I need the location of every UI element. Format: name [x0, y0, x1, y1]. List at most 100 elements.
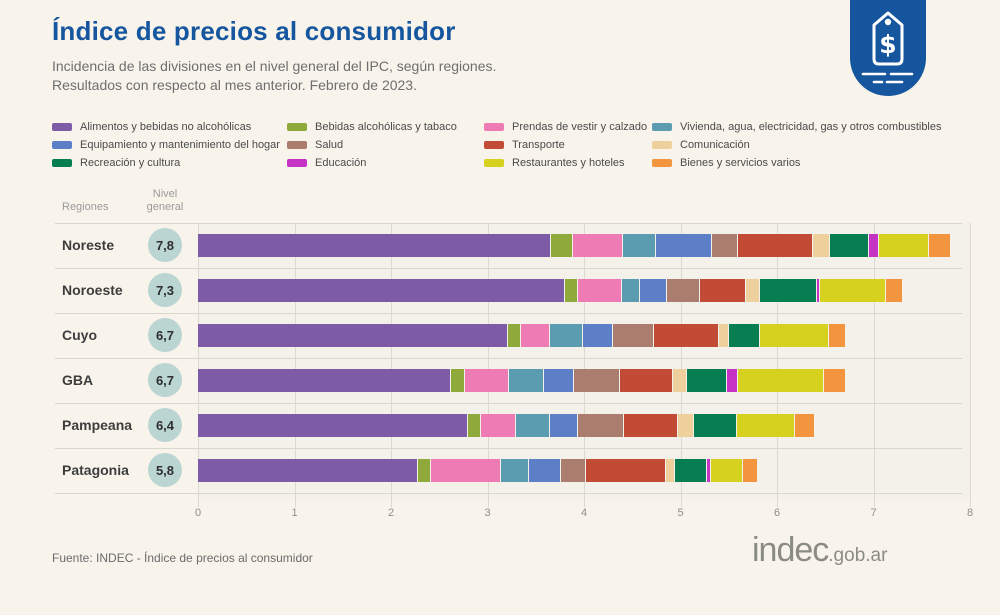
bar-segment-salud — [578, 414, 623, 437]
legend-item-prendas: Prendas de vestir y calzado — [484, 118, 652, 136]
bar-segment-equipamiento — [656, 234, 711, 257]
x-tick-label-1: 1 — [291, 507, 298, 519]
bar-segment-restaurantes — [737, 414, 794, 437]
legend-item-recreacion: Recreación y cultura — [52, 154, 287, 172]
bar-segment-bienes — [829, 324, 845, 347]
legend-swatch-transporte — [484, 141, 504, 149]
page-title: Índice de precios al consumidor — [52, 16, 456, 46]
subtitle-line-1: Incidencia de las divisiones en el nivel… — [52, 58, 497, 74]
legend-item-bienes: Bienes y servicios varios — [652, 154, 962, 172]
legend-swatch-recreacion — [52, 159, 72, 167]
indec-wordmark: indec.gob.ar — [752, 531, 887, 570]
x-tick-label-3: 3 — [484, 507, 491, 519]
legend-label-restaurantes: Restaurantes y hoteles — [512, 157, 625, 169]
legend-item-alimentos: Alimentos y bebidas no alcohólicas — [52, 118, 287, 136]
nivel-general-badge: 7,3 — [148, 273, 182, 307]
level-column-header: Nivel general — [138, 188, 192, 214]
legend-item-equipamiento: Equipamiento y mantenimiento del hogar — [52, 136, 287, 154]
bar-segment-bebidas-alc — [418, 459, 430, 482]
legend-swatch-comunicacion — [652, 141, 672, 149]
nivel-general-badge: 5,8 — [148, 453, 182, 487]
nivel-general-badge: 7,8 — [148, 228, 182, 262]
region-row-gba: GBA 6,7 — [0, 358, 1000, 403]
region-row-cuyo: Cuyo 6,7 — [0, 313, 1000, 358]
row-separator — [55, 268, 962, 269]
legend-label-comunicacion: Comunicación — [680, 139, 750, 151]
bar-segment-salud — [712, 234, 737, 257]
price-tag-icon: $ — [861, 11, 914, 84]
legend-item-restaurantes: Restaurantes y hoteles — [484, 154, 652, 172]
bar-segment-bienes — [795, 414, 814, 437]
bar-segment-alimentos — [198, 234, 550, 257]
bar-segment-vivienda — [509, 369, 543, 392]
legend-item-bebidas-alc: Bebidas alcohólicas y tabaco — [287, 118, 484, 136]
legend-swatch-restaurantes — [484, 159, 504, 167]
bar-segment-educacion — [869, 234, 878, 257]
legend-swatch-alimentos — [52, 123, 72, 131]
bar-segment-restaurantes — [711, 459, 742, 482]
bar-segment-salud — [613, 324, 653, 347]
bar-segment-bienes — [743, 459, 757, 482]
bar-segment-transporte — [586, 459, 665, 482]
indec-logo-badge: $ — [850, 0, 926, 96]
region-label: Noroeste — [62, 282, 123, 298]
region-label: Pampeana — [62, 417, 133, 433]
bar-segment-prendas — [573, 234, 622, 257]
regions-column-header: Regiones — [62, 201, 109, 213]
legend-swatch-vivienda — [652, 123, 672, 131]
bar-segment-comunicacion — [746, 279, 759, 302]
x-tick-label-6: 6 — [773, 507, 781, 519]
legend-swatch-educacion — [287, 159, 307, 167]
region-label: Patagonia — [62, 462, 129, 478]
region-row-noreste: Noreste 7,8 — [0, 223, 1000, 268]
source-note: Fuente: INDEC - Índice de precios al con… — [52, 551, 313, 565]
bar-segment-recreacion — [830, 234, 868, 257]
legend-label-transporte: Transporte — [512, 139, 565, 151]
bar-segment-comunicacion — [666, 459, 674, 482]
bar-segment-equipamiento — [544, 369, 573, 392]
bar-segment-equipamiento — [550, 414, 577, 437]
legend-swatch-bienes — [652, 159, 672, 167]
bar-segment-restaurantes — [760, 324, 828, 347]
bar-segment-equipamiento — [640, 279, 666, 302]
gridline-2 — [391, 223, 392, 507]
bar-segment-prendas — [431, 459, 500, 482]
bar-segment-restaurantes — [879, 234, 928, 257]
bar-segment-salud — [561, 459, 585, 482]
nivel-general-badge: 6,7 — [148, 318, 182, 352]
bar-segment-vivienda — [501, 459, 528, 482]
region-row-noroeste: Noroeste 7,3 — [0, 268, 1000, 313]
stacked-bar — [198, 369, 845, 392]
bar-segment-recreacion — [675, 459, 706, 482]
row-separator — [55, 358, 962, 359]
legend-label-bienes: Bienes y servicios varios — [680, 157, 801, 169]
bar-segment-educacion — [707, 459, 710, 482]
region-label: Noreste — [62, 237, 115, 253]
row-separator — [55, 448, 962, 449]
level-header-line-1: Nivel — [152, 188, 178, 200]
bar-segment-recreacion — [694, 414, 736, 437]
row-separator — [55, 493, 962, 494]
gridline-8 — [970, 223, 971, 507]
x-tick-label-8: 8 — [966, 507, 974, 519]
bar-segment-comunicacion — [719, 324, 728, 347]
bar-segment-prendas — [521, 324, 549, 347]
x-tick-label-0: 0 — [194, 507, 202, 519]
bar-segment-comunicacion — [678, 414, 693, 437]
bar-segment-recreacion — [729, 324, 759, 347]
bar-segment-alimentos — [198, 279, 564, 302]
bar-segment-vivienda — [623, 234, 655, 257]
legend-item-transporte: Transporte — [484, 136, 652, 154]
bar-segment-bebidas-alc — [551, 234, 572, 257]
stacked-bar — [198, 459, 757, 482]
bar-segment-vivienda — [516, 414, 549, 437]
legend-label-alimentos: Alimentos y bebidas no alcohólicas — [80, 121, 252, 133]
bar-segment-bebidas-alc — [468, 414, 480, 437]
stacked-bar — [198, 324, 845, 347]
bar-segment-comunicacion — [673, 369, 686, 392]
legend-swatch-prendas — [484, 123, 504, 131]
legend-swatch-bebidas-alc — [287, 123, 307, 131]
bar-segment-alimentos — [198, 414, 467, 437]
stacked-bar — [198, 234, 950, 257]
